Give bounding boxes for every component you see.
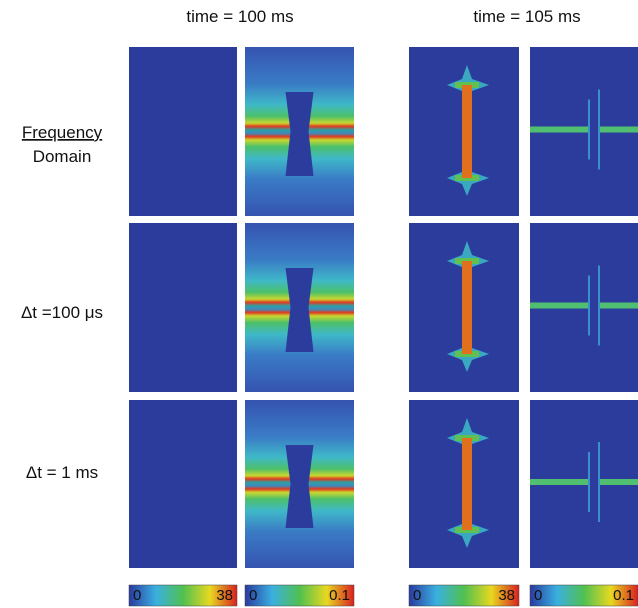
panel-bg [129, 223, 237, 392]
panel [530, 400, 638, 568]
colorbar [408, 584, 520, 607]
panel [129, 223, 237, 392]
crack [530, 479, 590, 485]
column-header: time = 105 ms [473, 7, 580, 26]
panel [530, 223, 638, 392]
row-label: Domain [33, 147, 92, 166]
colorbar-max: 38 [498, 587, 515, 604]
crack [598, 126, 638, 133]
crack-edge [588, 452, 590, 512]
rod [462, 438, 472, 530]
panel [129, 400, 237, 568]
colorbar-min: 0 [534, 587, 542, 604]
gap [285, 445, 314, 528]
colorbar-max: 0.1 [613, 587, 634, 604]
crack-edge [588, 275, 590, 336]
panel [245, 47, 354, 216]
panel-bg [129, 400, 237, 568]
panel [409, 223, 519, 392]
crack-edge [588, 99, 590, 160]
row-label: Δt =100 μs [21, 303, 103, 322]
crack [598, 479, 638, 485]
colorbar [529, 584, 638, 607]
column-header: time = 100 ms [186, 7, 293, 26]
row-label: Δt = 1 ms [26, 463, 98, 482]
crack-edge [598, 442, 600, 522]
panel [245, 400, 354, 568]
colorbar [244, 584, 355, 607]
panel [129, 47, 237, 216]
colorbar-min: 0 [249, 587, 257, 604]
colorbar-max: 0.1 [329, 587, 350, 604]
gap [285, 268, 314, 352]
crack-edge [598, 265, 600, 346]
panel [409, 47, 519, 216]
crack [530, 126, 590, 133]
colorbar [128, 584, 238, 607]
row-label: Frequency [22, 123, 103, 142]
crack [598, 302, 638, 309]
colorbar-min: 0 [413, 587, 421, 604]
rod [462, 261, 472, 354]
panels [129, 47, 638, 568]
colorbar-min: 0 [133, 587, 141, 604]
rod [462, 85, 472, 178]
panel [409, 400, 519, 568]
gap [285, 92, 314, 176]
colorbar-max: 38 [216, 587, 233, 604]
crack [530, 302, 590, 309]
panel-bg [129, 47, 237, 216]
panel [245, 223, 354, 392]
crack-edge [598, 89, 600, 170]
panel [530, 47, 638, 216]
colorbars: 0 38 0 0.1 0 38 0 0.1 [128, 584, 638, 607]
